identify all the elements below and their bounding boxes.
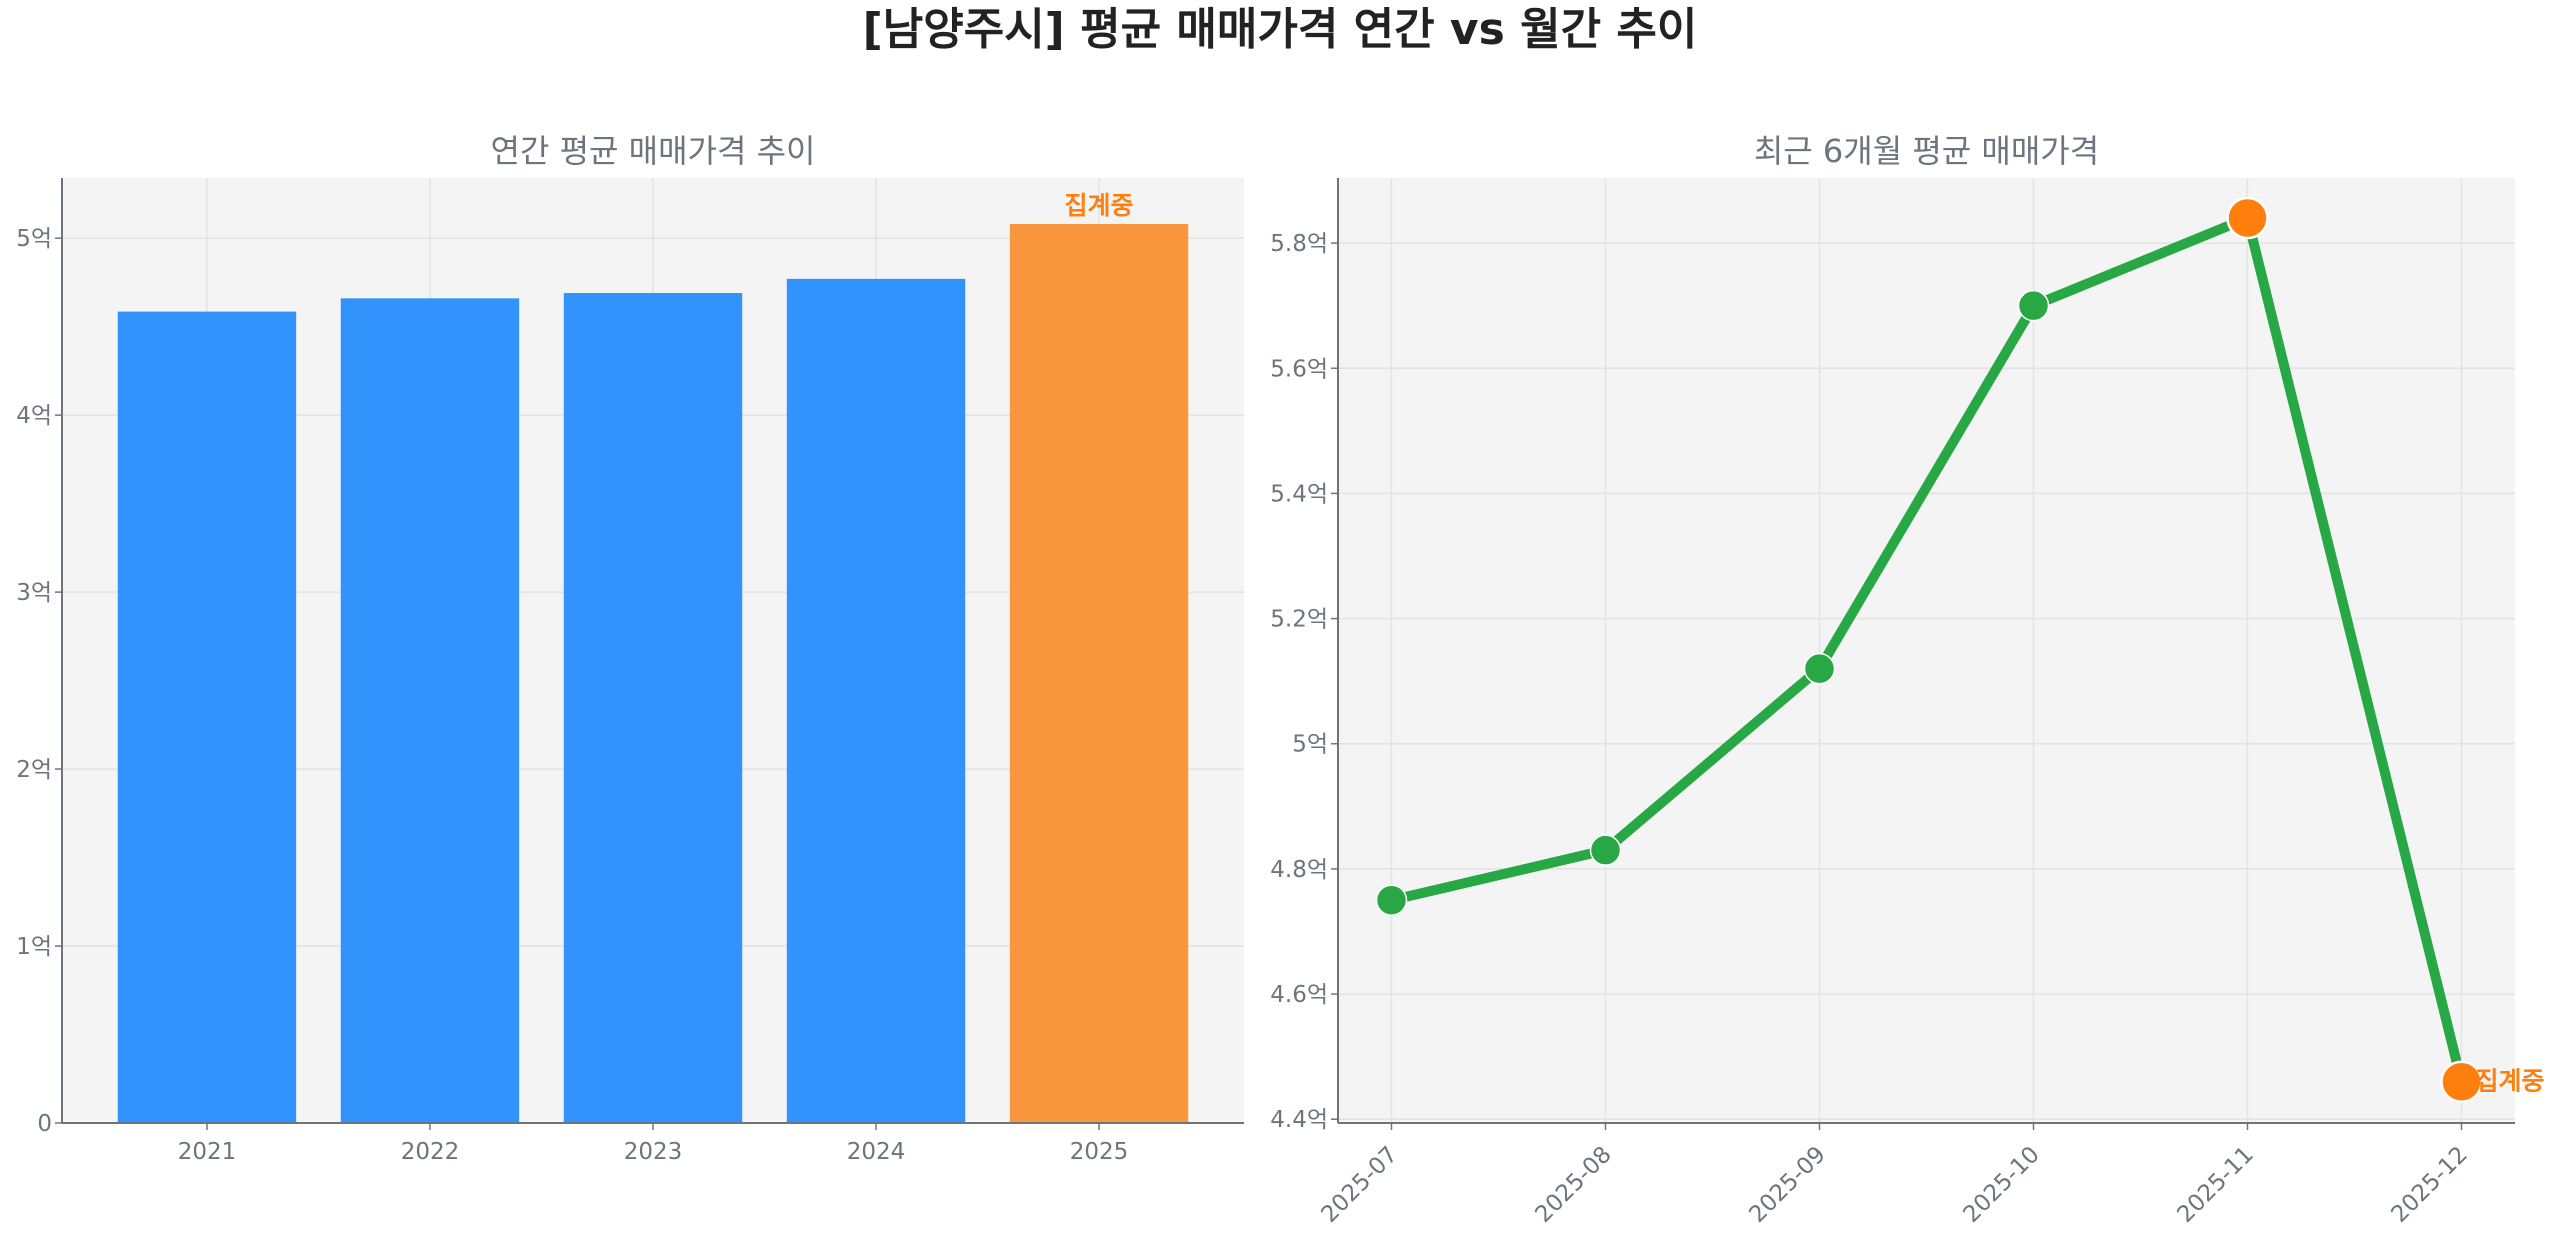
y-tick-label: 3억 [16,580,52,606]
x-tick-label: 2025-09 [1744,1142,1830,1228]
data-point-2025-07 [1375,884,1408,916]
y-tick-label: 4억 [16,403,52,429]
x-tick-label: 2024 [847,1139,906,1165]
annual-bar-chart: 연간 평균 매매가격 추이 0 1억 2억 3억 4억 5억 2021 2022 2023 2024… [16,132,1244,1165]
x-tick-label: 2025-11 [2172,1142,2258,1228]
subplot-title: 최근 6개월 평균 매매가격 [1754,132,2099,170]
annotation-label: 집계중 [1065,191,1134,220]
x-tick-label: 2025-10 [1958,1142,2044,1228]
bar-2025 [1009,224,1189,1123]
plot-area [1338,178,2515,1123]
x-tick-label: 2022 [401,1139,460,1165]
subplot-title: 연간 평균 매매가격 추이 [491,132,816,170]
x-tick-label: 2021 [178,1139,237,1165]
y-tick-label: 5억 [1292,732,1328,758]
y-tick-label: 4.6억 [1270,982,1328,1008]
y-tick-label: 4.4억 [1270,1107,1328,1133]
x-tick-label: 2023 [624,1139,683,1165]
y-tick-label: 0 [37,1111,52,1137]
data-point-2025-10 [2017,289,2050,322]
figure-title: [남양주시] 평균 매매가격 연간 vs 월간 추이 [863,4,1698,55]
bar-2022 [340,298,520,1124]
series-line [1390,213,2467,1083]
bar-2023 [563,293,743,1123]
y-tick-label: 5억 [16,226,52,252]
data-point-2025-11 [2226,196,2269,240]
x-tick-label: 2025-12 [2386,1142,2472,1228]
y-tick-label: 1억 [16,934,52,960]
y-tick-label: 5.4억 [1270,481,1328,507]
y-tick-label: 5.6억 [1270,356,1328,382]
y-tick-label: 5.2억 [1270,607,1328,633]
monthly-line-chart: 최근 6개월 평균 매매가격 4.4억 4.6억 4.8억 5억 5.2억 5.4억 5.6억… [1270,132,2544,1228]
data-point-2025-12 [2440,1060,2483,1103]
data-point-2025-08 [1589,834,1622,866]
x-tick-label: 2025-07 [1316,1142,1402,1228]
y-tick-label: 4.8억 [1270,857,1328,883]
bar-2024 [786,278,966,1123]
data-point-2025-09 [1803,652,1836,685]
bar-2021 [117,311,297,1123]
x-tick-label: 2025 [1070,1139,1129,1165]
y-tick-label: 5.8억 [1270,231,1328,257]
x-tick-label: 2025-08 [1530,1142,1616,1228]
y-tick-label: 2억 [16,757,52,783]
annotation-label: 집계중 [2476,1067,2545,1096]
